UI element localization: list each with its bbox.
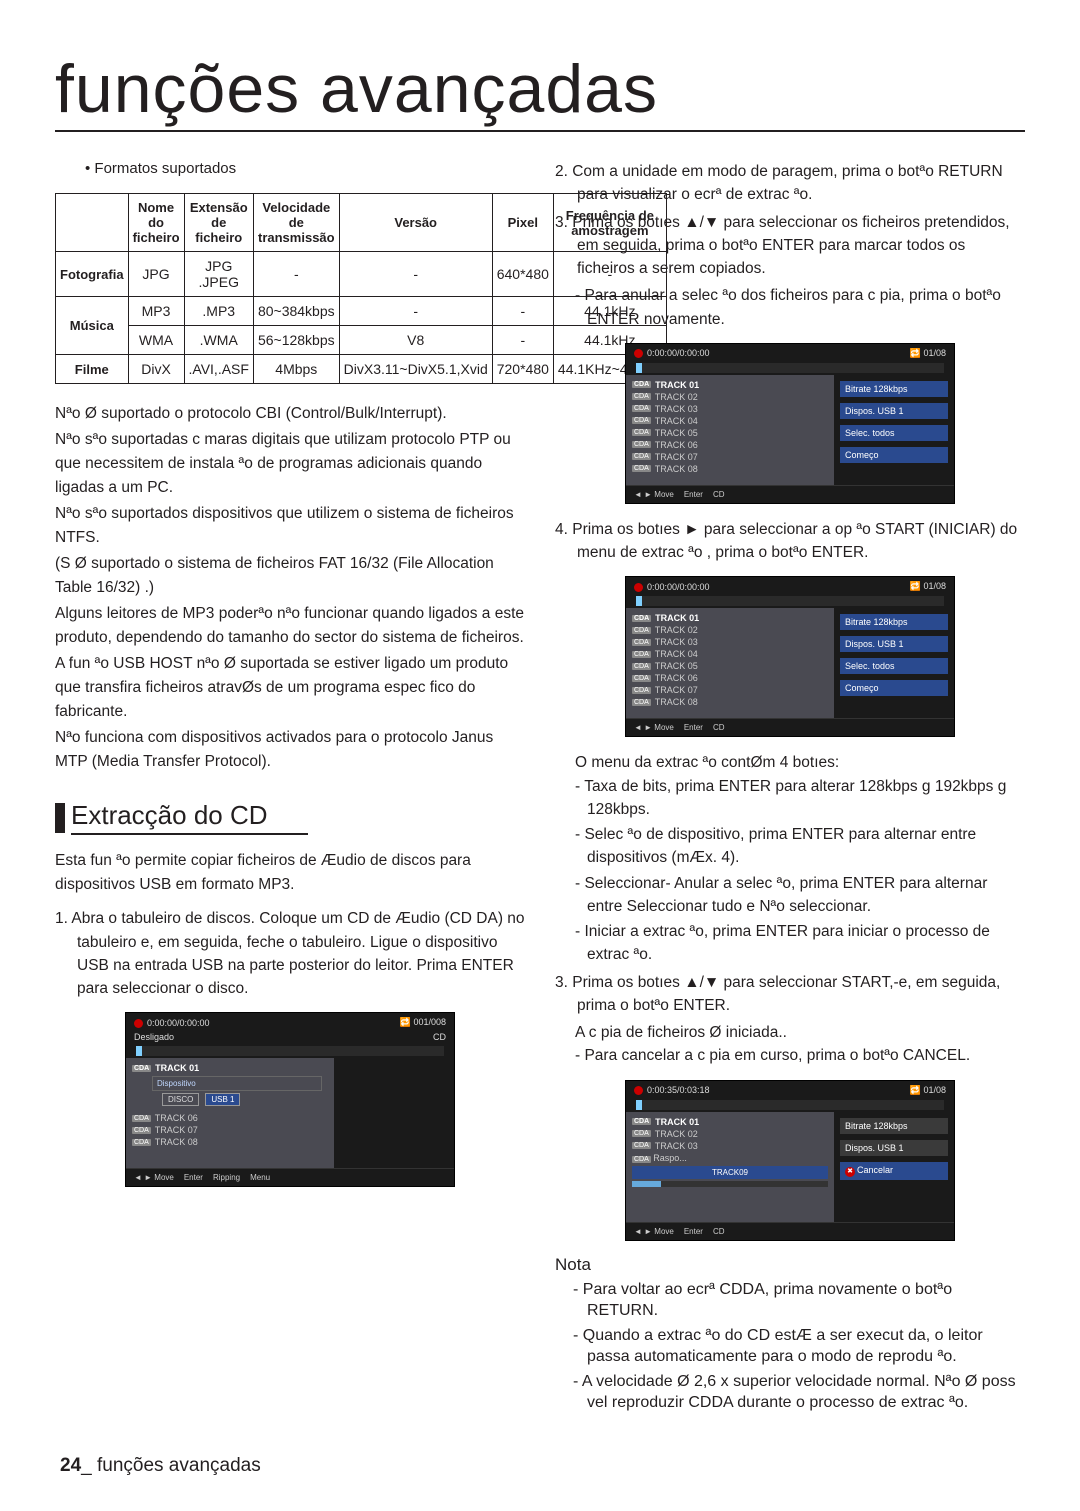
cat-filme: Filme: [56, 355, 129, 384]
step-4: 4. Prima os botıes ► para seleccionar a …: [555, 518, 1025, 565]
device-usb: USB 1: [205, 1093, 240, 1106]
opt-dispos: Dispos. USB 1: [840, 636, 948, 652]
para: A fun ªo USB HOST nªo Ø suportada se est…: [55, 652, 525, 724]
footer-text: _ funções avançadas: [81, 1455, 261, 1476]
nota-item: - A velocidade Ø 2,6 x superior velocida…: [573, 1371, 1025, 1414]
nota-list: - Para voltar ao ecrª CDDA, prima novame…: [555, 1279, 1025, 1415]
para: Nªo Ø suportado o protocolo CBI (Control…: [55, 402, 525, 426]
osd-screenshot-3: 0:00:00/0:00:00 🔁 01/08 CDATRACK 01 CDAT…: [625, 576, 955, 737]
page-footer: 24_ funções avançadas: [60, 1455, 261, 1477]
step-3-sub: - Para anular a selec ªo dos ficheiros p…: [575, 284, 1025, 331]
osd-counter: 001/008: [413, 1017, 446, 1027]
right-column: 2. Com a unidade em modo de paragem, pri…: [555, 160, 1025, 1417]
osd-track: TRACK 01: [155, 1063, 199, 1073]
device-disco: DISCO: [162, 1093, 199, 1106]
menu-item: - Taxa de bits, prima ENTER para alterar…: [575, 775, 1025, 822]
opt-bitrate: Bitrate 128kbps: [840, 1118, 948, 1134]
opt-dispos: Dispos. USB 1: [840, 403, 948, 419]
osd-screenshot-2: 0:00:00/0:00:00 🔁 01/08 CDATRACK 01 CDAT…: [625, 343, 955, 504]
para: (S Ø suportado o sistema de ficheiros FA…: [55, 552, 525, 600]
section-extraccao-header: Extracção do CD: [55, 800, 525, 835]
para: Nªo funciona com dispositivos activados …: [55, 726, 525, 774]
progress-bar: [636, 1100, 944, 1110]
step-2: 2. Com a unidade em modo de paragem, pri…: [555, 160, 1025, 207]
sec2-intro: Esta fun ªo permite copiar ficheiros de …: [55, 849, 525, 897]
osd-screenshot-4: 0:00:35/0:03:18 🔁 01/08 CDATRACK 01 CDAT…: [625, 1080, 955, 1241]
osd-screenshot-1: 0:00:00/0:00:00 🔁 001/008 Desligado CD C…: [125, 1012, 455, 1187]
opt-comeco: Começo: [840, 447, 948, 463]
th-pix: Pixel: [492, 194, 553, 252]
page-title: funções avançadas: [55, 50, 1025, 132]
para: Esta fun ªo permite copiar ficheiros de …: [55, 849, 525, 897]
para: Alguns leitores de MP3 poderªo nªo funci…: [55, 602, 525, 650]
menu-intro: O menu da extrac ªo contØm 4 botıes:: [575, 751, 1025, 774]
step-3b: 3. Prima os botıes ▲/▼ para seleccionar …: [555, 971, 1025, 1018]
ripping-track: TRACK09: [632, 1166, 828, 1179]
left-body-text: Nªo Ø suportado o protocolo CBI (Control…: [55, 402, 525, 774]
nota-item: - Para voltar ao ecrª CDDA, prima novame…: [573, 1279, 1025, 1322]
progress-bar: [636, 363, 944, 373]
header-bar-icon: [55, 803, 65, 833]
step-3c: A c pia de ficheiros Ø iniciada..: [575, 1021, 1025, 1044]
osd-off: Desligado: [134, 1032, 174, 1042]
nota-item: - Quando a extrac ªo do CD estÆ a ser ex…: [573, 1325, 1025, 1368]
opt-bitrate: Bitrate 128kbps: [840, 614, 948, 630]
left-column: Formatos suportados Nome do ficheiro Ext…: [55, 160, 525, 1417]
opt-comeco: Começo: [840, 680, 948, 696]
bullet-formats: Formatos suportados: [85, 160, 525, 177]
th-ver: Versão: [339, 194, 492, 252]
para: Nªo sªo suportadas c maras digitais que …: [55, 428, 525, 500]
th-name: Nome do ficheiro: [128, 194, 184, 252]
step-1: 1. Abra o tabuleiro de discos. Coloque u…: [55, 907, 525, 1000]
para: Nªo sªo suportados dispositivos que util…: [55, 502, 525, 550]
nota-header: Nota: [555, 1255, 1025, 1275]
progress-bar: [136, 1046, 444, 1056]
device-box: Dispositivo: [152, 1076, 322, 1091]
osd-cd: CD: [433, 1032, 446, 1042]
opt-cancel: ✖Cancelar: [840, 1162, 948, 1180]
opt-dispos: Dispos. USB 1: [840, 1140, 948, 1156]
step-3d: - Para cancelar a c pia em curso, prima …: [575, 1044, 1025, 1067]
cat-musica: Música: [56, 297, 129, 355]
menu-item: - Seleccionar- Anular a selec ªo, prima …: [575, 872, 1025, 919]
menu-item: - Iniciar a extrac ªo, prima ENTER para …: [575, 920, 1025, 967]
opt-selec: Selec. todos: [840, 425, 948, 441]
page-number: 24: [60, 1455, 81, 1476]
th-ext: Extensão de ficheiro: [184, 194, 253, 252]
th-bit: Velocidade de transmissão: [253, 194, 339, 252]
opt-selec: Selec. todos: [840, 658, 948, 674]
progress-bar: [636, 596, 944, 606]
th-blank: [56, 194, 129, 252]
opt-bitrate: Bitrate 128kbps: [840, 381, 948, 397]
step-3: 3. Prima os botıes ▲/▼ para seleccionar …: [555, 211, 1025, 281]
menu-item: - Selec ªo de dispositivo, prima ENTER p…: [575, 823, 1025, 870]
section-title: Extracção do CD: [71, 800, 308, 835]
cat-foto: Fotografia: [56, 252, 129, 297]
osd-time: 0:00:00/0:00:00: [147, 1018, 210, 1028]
